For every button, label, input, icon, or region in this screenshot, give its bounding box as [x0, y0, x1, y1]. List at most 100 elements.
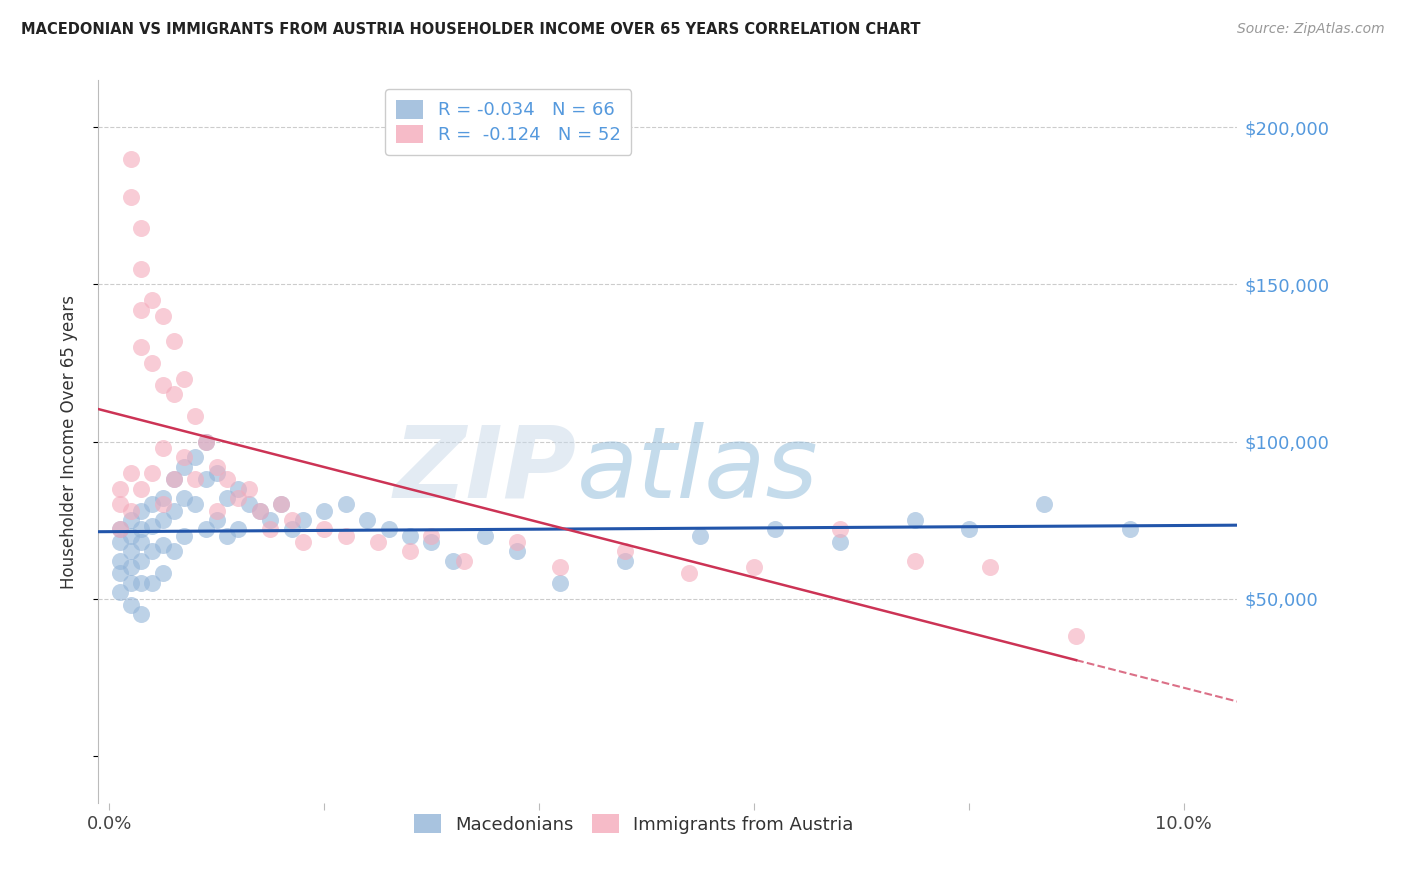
Point: [141, 497, 163, 511]
Point: [1064, 629, 1087, 643]
Point: [474, 529, 496, 543]
Text: Source: ZipAtlas.com: Source: ZipAtlas.com: [1237, 22, 1385, 37]
Point: [335, 497, 357, 511]
Point: [141, 466, 163, 480]
Point: [141, 519, 163, 533]
Point: [184, 409, 207, 424]
Point: [131, 221, 153, 235]
Point: [550, 575, 572, 590]
Point: [217, 529, 239, 543]
Point: [131, 535, 153, 549]
Point: [194, 472, 217, 486]
Point: [131, 340, 153, 354]
Point: [162, 472, 184, 486]
Point: [120, 466, 142, 480]
Point: [550, 560, 572, 574]
Point: [506, 535, 529, 549]
Point: [152, 491, 174, 505]
Point: [957, 523, 980, 537]
Point: [194, 434, 217, 449]
Point: [506, 544, 529, 558]
Point: [420, 535, 443, 549]
Point: [120, 152, 142, 166]
Point: [120, 503, 142, 517]
Point: [217, 472, 239, 486]
Point: [120, 560, 142, 574]
Point: [152, 538, 174, 552]
Point: [763, 523, 786, 537]
Point: [152, 497, 174, 511]
Point: [742, 560, 765, 574]
Point: [205, 503, 228, 517]
Point: [270, 497, 292, 511]
Point: [141, 293, 163, 308]
Point: [367, 535, 389, 549]
Point: [420, 529, 443, 543]
Point: [291, 535, 314, 549]
Point: [152, 309, 174, 323]
Point: [249, 503, 271, 517]
Point: [226, 482, 249, 496]
Point: [613, 554, 636, 568]
Point: [152, 513, 174, 527]
Point: [613, 544, 636, 558]
Point: [291, 513, 314, 527]
Point: [828, 523, 851, 537]
Point: [173, 459, 195, 474]
Point: [152, 566, 174, 581]
Point: [141, 544, 163, 558]
Point: [356, 513, 378, 527]
Point: [270, 497, 292, 511]
Point: [205, 513, 228, 527]
Point: [453, 554, 475, 568]
Point: [131, 607, 153, 622]
Point: [120, 598, 142, 612]
Point: [259, 513, 281, 527]
Point: [120, 529, 142, 543]
Point: [194, 523, 217, 537]
Point: [205, 466, 228, 480]
Point: [399, 544, 422, 558]
Point: [689, 529, 711, 543]
Point: [162, 334, 184, 348]
Point: [828, 535, 851, 549]
Legend: Macedonians, Immigrants from Austria: Macedonians, Immigrants from Austria: [404, 804, 865, 845]
Point: [173, 372, 195, 386]
Point: [399, 529, 422, 543]
Point: [131, 302, 153, 317]
Point: [141, 575, 163, 590]
Point: [281, 513, 304, 527]
Point: [249, 503, 271, 517]
Point: [904, 554, 927, 568]
Point: [1119, 523, 1142, 537]
Point: [120, 513, 142, 527]
Point: [678, 566, 700, 581]
Point: [226, 491, 249, 505]
Point: [441, 554, 464, 568]
Point: [173, 450, 195, 465]
Point: [226, 523, 249, 537]
Point: [141, 356, 163, 370]
Point: [173, 529, 195, 543]
Point: [120, 544, 142, 558]
Point: [205, 459, 228, 474]
Point: [162, 544, 184, 558]
Point: [152, 441, 174, 455]
Point: [184, 450, 207, 465]
Point: [904, 513, 927, 527]
Point: [108, 523, 131, 537]
Point: [259, 523, 281, 537]
Point: [108, 566, 131, 581]
Text: atlas: atlas: [576, 422, 818, 519]
Text: ZIP: ZIP: [394, 422, 576, 519]
Text: MACEDONIAN VS IMMIGRANTS FROM AUSTRIA HOUSEHOLDER INCOME OVER 65 YEARS CORRELATI: MACEDONIAN VS IMMIGRANTS FROM AUSTRIA HO…: [21, 22, 921, 37]
Point: [238, 482, 260, 496]
Point: [131, 523, 153, 537]
Point: [979, 560, 1001, 574]
Point: [312, 523, 335, 537]
Point: [162, 503, 184, 517]
Point: [152, 378, 174, 392]
Point: [120, 189, 142, 203]
Point: [120, 575, 142, 590]
Point: [162, 387, 184, 401]
